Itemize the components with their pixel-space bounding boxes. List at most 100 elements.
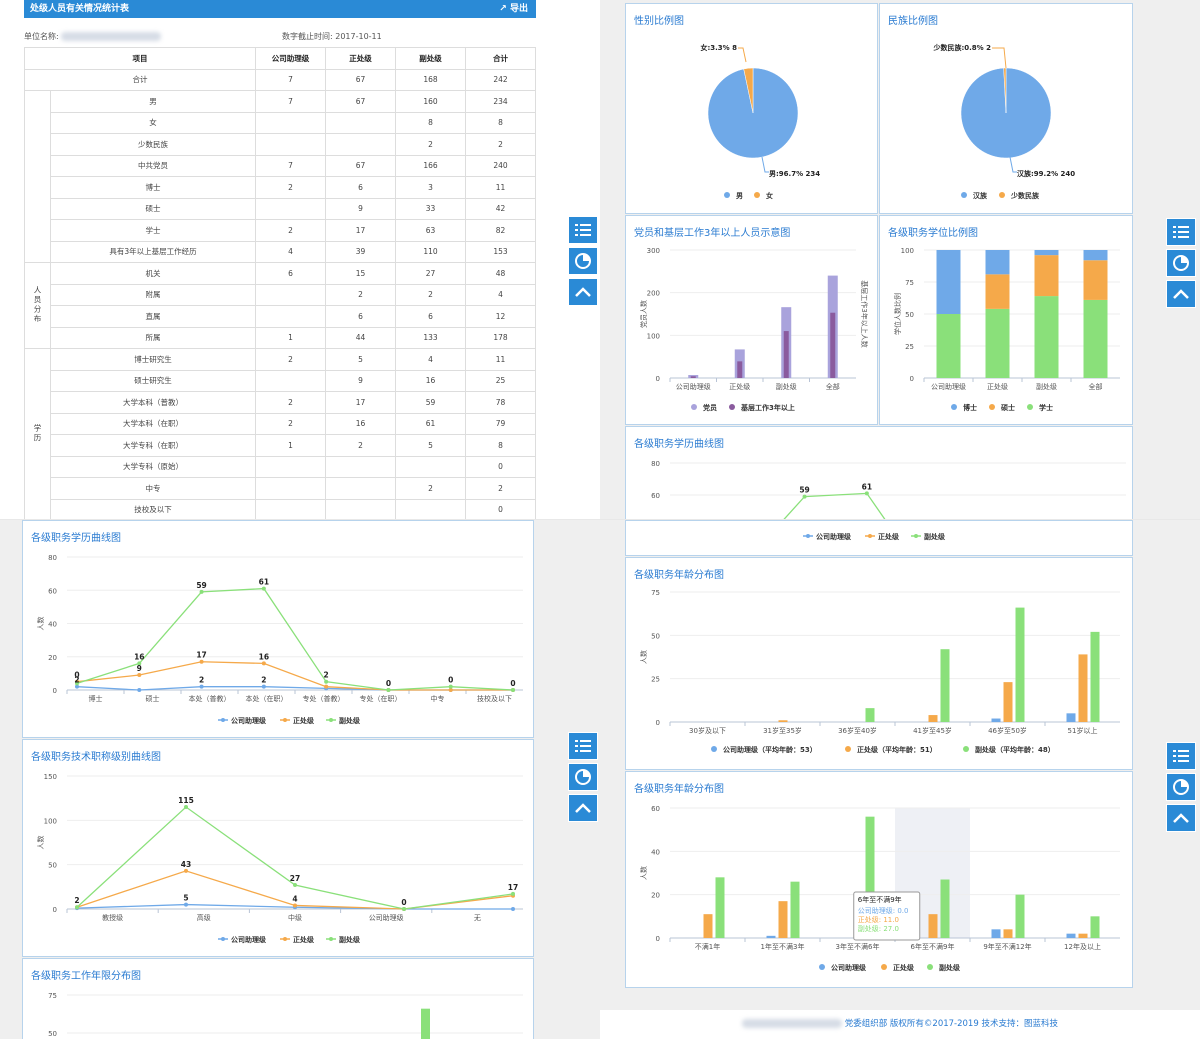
data-point [324, 679, 329, 684]
data-label: 61 [862, 482, 872, 491]
list-icon-button[interactable] [568, 732, 598, 760]
x-tick-label: 本处（普教） [189, 694, 231, 703]
back-to-top-icon-button[interactable] [1166, 804, 1196, 832]
export-button[interactable]: ↗ 导出 [499, 4, 528, 14]
data-point [261, 684, 266, 689]
table-cell [255, 133, 326, 156]
legend-swatch [711, 746, 717, 752]
legend-label: 副处级 [339, 935, 361, 944]
age-chart-panel-partial: 各级职务工作年限分布图 50 75 [22, 958, 534, 1039]
y-tick-label: 25 [905, 343, 914, 351]
tooltip-line: 正处级: 11.0 [858, 915, 899, 924]
legend-label: 学士 [1039, 403, 1053, 412]
edu-legend-panel-partial: 公司助理级 正处级 副处级 [625, 520, 1133, 556]
x-tick-label: 公司助理级 [369, 913, 404, 922]
table-cell: 2 [325, 434, 396, 457]
table-cell: 直属 [50, 305, 256, 328]
table-row: 大学本科（在职） 2 16 61 79 [25, 412, 536, 435]
legend-swatch [729, 404, 735, 410]
bar [778, 901, 788, 938]
legend-swatch [754, 192, 760, 198]
table-cell: 7 [255, 154, 326, 177]
bar [1083, 260, 1108, 300]
legend-swatch [329, 937, 333, 941]
bar [940, 649, 950, 722]
legend-swatch [724, 192, 730, 198]
y-tick-label: 50 [905, 311, 914, 319]
bar [778, 720, 788, 722]
table-row: 硕士研究生 9 16 25 [25, 369, 536, 392]
legend-label: 副处级 [939, 963, 961, 972]
list-icon-button[interactable] [1166, 742, 1196, 770]
table-cell: 234 [465, 90, 536, 113]
y-tick-label: 80 [651, 460, 660, 468]
legend-swatch [868, 534, 872, 538]
y-tick-label: 0 [910, 375, 914, 383]
table-row: 少数民族 2 2 [25, 133, 536, 156]
tooltip-line: 公司助理级: 0.0 [858, 906, 909, 915]
x-tick-label: 公司助理级 [931, 382, 966, 391]
table-cell: 15 [325, 262, 396, 285]
table-group-cell: 学历 [24, 348, 51, 519]
table-cell: 16 [325, 412, 396, 435]
series-line [783, 492, 886, 519]
pie-chart-icon-button[interactable] [1166, 773, 1196, 801]
table-cell: 8 [465, 434, 536, 457]
table-row: 大学本科（普教） 2 17 59 78 [25, 391, 536, 414]
y-tick-label: 50 [48, 862, 57, 870]
data-label: 9 [137, 664, 142, 673]
table-header-cell: 项目 [24, 47, 256, 70]
back-to-top-icon-button[interactable] [568, 278, 598, 306]
table-header-cell: 正处级 [325, 47, 396, 70]
table-row: 直属 6 6 12 [25, 305, 536, 328]
table-cell: 2 [395, 477, 466, 500]
table-cell: 博士 [50, 176, 256, 199]
data-point [199, 684, 204, 689]
edu-line-chart: 020406080博士 硕士 本处（普教） 本处（在职） 专处（普教） 专处（在职） 中专技… [36, 554, 523, 725]
series-line [76, 661, 513, 691]
tenure-chart-title: 各级职务年龄分布图 [634, 784, 724, 795]
table-cell: 7 [255, 68, 326, 91]
x-tick-label: 高级 [197, 913, 211, 922]
y-axis-label: 党员人数 [639, 300, 648, 328]
table-cell: 2 [255, 412, 326, 435]
back-to-top-icon-button[interactable] [568, 794, 598, 822]
y-tick-label: 40 [651, 848, 660, 856]
quick-nav-bottom-left [568, 732, 598, 825]
legend-label: 公司助理级 [816, 532, 852, 541]
x-tick-label: 9年至不满12年 [983, 942, 1031, 951]
bar [715, 877, 725, 938]
table-cell: 42 [465, 197, 536, 220]
y-tick-label: 0 [656, 935, 660, 943]
legend-swatch [881, 964, 887, 970]
x-tick-label: 技校及以下 [477, 694, 512, 703]
table-cell [255, 498, 326, 519]
list-icon-button[interactable] [1166, 218, 1196, 246]
y-tick-label: 150 [44, 773, 57, 781]
back-to-top-icon-button[interactable] [1166, 280, 1196, 308]
table-cell: 79 [465, 412, 536, 435]
y-tick-label: 50 [48, 1030, 57, 1038]
y-tick-label: 25 [651, 676, 660, 684]
table-cell [255, 455, 326, 478]
table-cell: 所属 [50, 326, 256, 349]
quick-nav-bottom-right [1166, 742, 1196, 835]
legend-label: 正处级 [878, 532, 900, 541]
data-label: 27 [290, 874, 300, 883]
table-cell: 3 [395, 176, 466, 199]
list-icon-button[interactable] [568, 216, 598, 244]
y-axis-label: 人数 [36, 617, 45, 631]
footer: 党委组织部 版权所有©2017-2019 技术支持：图蓝科技 [600, 1010, 1200, 1039]
table-cell [395, 455, 466, 478]
y-tick-label: 60 [651, 805, 660, 813]
x-tick-label: 无 [474, 914, 481, 922]
pie-chart-icon-button[interactable] [1166, 249, 1196, 277]
pie-chart-icon-button[interactable] [568, 247, 598, 275]
data-label: 59 [196, 581, 206, 590]
pie-chart-icon-button[interactable] [568, 763, 598, 791]
x-tick-label: 3年至不满6年 [836, 942, 880, 951]
y-axis-label: 人数 [36, 836, 45, 850]
data-point [75, 905, 79, 910]
legend-label: 硕士 [1001, 403, 1015, 412]
data-label: 0 [448, 676, 453, 685]
